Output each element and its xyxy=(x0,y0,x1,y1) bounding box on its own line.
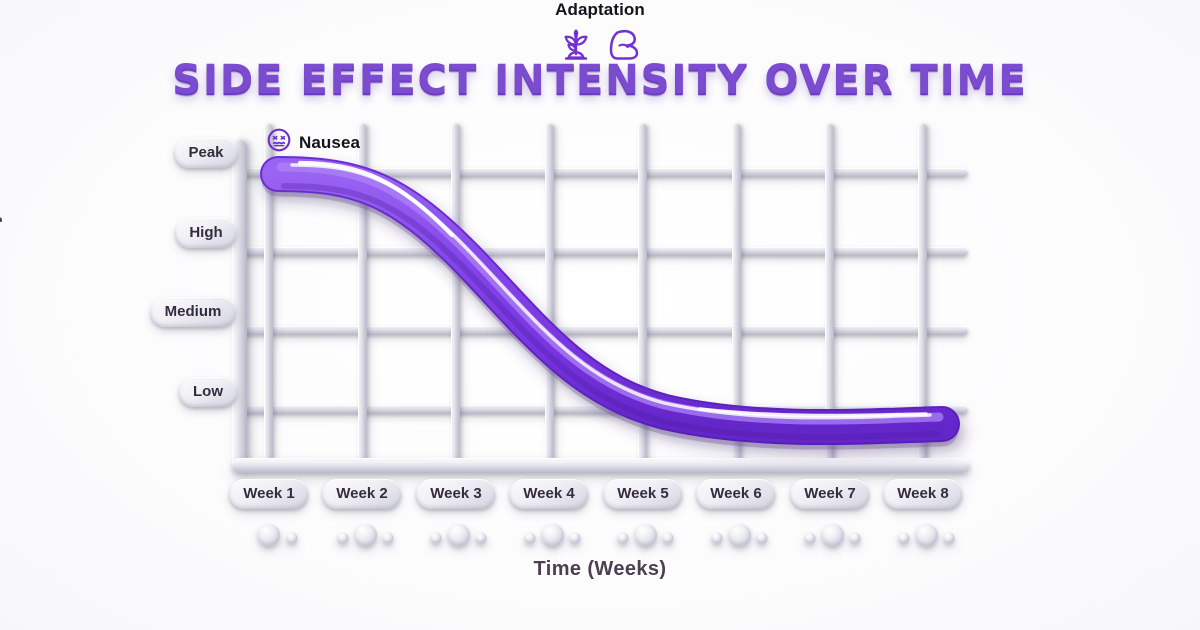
gridline-vertical-week-8 xyxy=(918,124,927,462)
decorative-sphere xyxy=(662,532,674,544)
gridline-horizontal-peak xyxy=(240,168,968,177)
x-axis-bar xyxy=(232,458,970,473)
decorative-sphere xyxy=(430,532,442,544)
decorative-sphere xyxy=(804,532,816,544)
y-tick-peak-label: Peak xyxy=(188,144,224,161)
y-tick-high-label: High xyxy=(189,224,223,241)
decorative-sphere xyxy=(849,532,861,544)
nauseated-face-icon xyxy=(266,127,292,158)
decorative-sphere xyxy=(617,532,629,544)
decorative-sphere xyxy=(448,524,470,546)
decorative-sphere xyxy=(916,524,938,546)
x-tick-week-2-label: Week 2 xyxy=(336,485,388,502)
x-tick-week-6: Week 6 xyxy=(696,479,776,509)
decorative-sphere xyxy=(569,532,581,544)
x-tick-week-1: Week 1 xyxy=(229,479,309,509)
gridline-horizontal-low xyxy=(240,405,968,414)
decorative-sphere xyxy=(524,532,536,544)
decorative-sphere xyxy=(943,532,955,544)
annotation-adaptation-label: Adaptation xyxy=(555,0,645,19)
y-tick-high: High xyxy=(175,218,237,248)
gridline-vertical-week-4 xyxy=(545,124,554,462)
x-tick-week-2: Week 2 xyxy=(322,479,402,509)
x-tick-week-7: Week 7 xyxy=(790,479,870,509)
x-axis-title: Time (Weeks) xyxy=(533,558,667,580)
x-tick-week-8-label: Week 8 xyxy=(897,485,949,502)
decorative-sphere xyxy=(635,524,657,546)
series-annotation-nausea-label: Nausea xyxy=(299,132,361,152)
x-tick-week-7-label: Week 7 xyxy=(804,485,856,502)
decorative-sphere xyxy=(355,524,377,546)
x-tick-week-4-label: Week 4 xyxy=(523,485,575,502)
gridline-vertical-week-1 xyxy=(264,124,273,462)
x-tick-week-8: Week 8 xyxy=(883,479,963,509)
x-tick-week-5-label: Week 5 xyxy=(617,485,669,502)
gridline-vertical-week-2 xyxy=(358,124,367,462)
gridline-horizontal-high xyxy=(240,247,968,256)
decorative-sphere xyxy=(711,532,723,544)
gridline-vertical-week-7 xyxy=(825,124,834,462)
decorative-sphere xyxy=(729,524,751,546)
annotation-adaptation: Adaptation xyxy=(0,0,1200,71)
chart-title: SIDE EFFECT INTENSITY OVER TIME xyxy=(172,57,1028,103)
gridline-vertical-week-6 xyxy=(732,124,741,462)
decorative-sphere xyxy=(337,532,349,544)
decorative-sphere xyxy=(382,532,394,544)
decorative-sphere xyxy=(258,524,280,546)
series-annotation-nausea: Nausea xyxy=(266,127,360,158)
y-axis-title: Side Effect Intensity xyxy=(0,212,3,398)
decorative-sphere xyxy=(542,524,564,546)
y-tick-peak: Peak xyxy=(174,138,238,168)
decorative-sphere xyxy=(756,532,768,544)
y-tick-low-label: Low xyxy=(193,383,223,400)
gridline-vertical-week-3 xyxy=(451,124,460,462)
decorative-sphere xyxy=(286,532,298,544)
flexed-bicep-icon xyxy=(603,24,645,71)
decorative-sphere xyxy=(475,532,487,544)
gridline-vertical-week-5 xyxy=(638,124,647,462)
x-tick-week-1-label: Week 1 xyxy=(243,485,295,502)
gridline-horizontal-medium xyxy=(240,326,968,335)
x-tick-week-4: Week 4 xyxy=(509,479,589,509)
y-tick-low: Low xyxy=(179,377,237,407)
x-tick-week-5: Week 5 xyxy=(603,479,683,509)
decorative-sphere xyxy=(898,532,910,544)
seedling-icon xyxy=(555,24,597,71)
y-tick-medium-label: Medium xyxy=(164,303,222,320)
y-tick-medium: Medium xyxy=(150,297,236,327)
decorative-sphere xyxy=(822,524,844,546)
x-tick-week-3: Week 3 xyxy=(416,479,496,509)
x-tick-week-3-label: Week 3 xyxy=(430,485,482,502)
x-tick-week-6-label: Week 6 xyxy=(710,485,762,502)
